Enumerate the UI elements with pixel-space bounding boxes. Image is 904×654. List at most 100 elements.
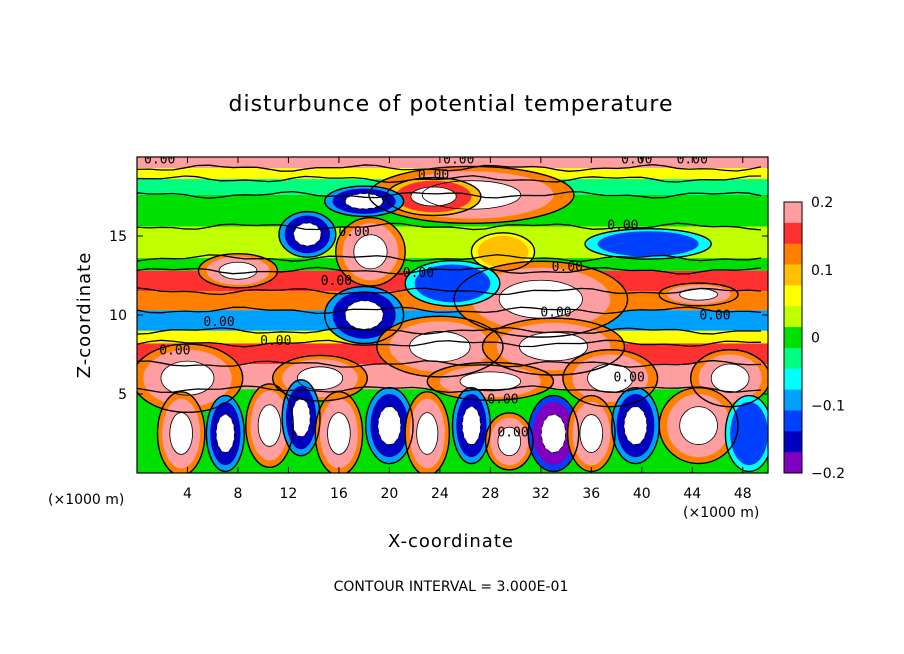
contour-line-0 xyxy=(368,165,575,225)
x-tick-label-10: 44 xyxy=(683,486,701,502)
contour-line-inner-7 xyxy=(218,261,258,280)
y-tick-label-2: 15 xyxy=(109,229,127,245)
contour-line-22 xyxy=(281,379,321,457)
contour-line-16 xyxy=(426,361,555,402)
x-axis-ticks: 4 8 12 16 20 24 28 32 36 40 44 48 xyxy=(183,157,752,502)
contour-label-13: 0.00 xyxy=(260,334,291,349)
colorbar-swatch-4 xyxy=(784,285,802,307)
contour-line-inner-24 xyxy=(377,406,402,445)
contour-label-6: 0.00 xyxy=(338,225,369,240)
heatmap-band-0 xyxy=(137,157,768,169)
contour-line-inner-21 xyxy=(257,404,282,447)
contour-line-inner-28 xyxy=(540,414,566,453)
contour-line-32 xyxy=(724,394,768,473)
heatmap-feature-core-13 xyxy=(519,332,588,361)
heatmap-feature-core-31 xyxy=(679,406,718,445)
contour-line-inner-22 xyxy=(291,398,311,438)
contour-line-4 xyxy=(335,216,406,287)
colorbar-frame xyxy=(783,201,803,474)
x-tick-label-3: 16 xyxy=(330,486,348,502)
contour-band-line-10 xyxy=(137,339,762,348)
contour-line-inner-31 xyxy=(679,406,718,445)
heatmap-feature-9 xyxy=(414,264,491,303)
contour-line-inner-16 xyxy=(459,371,522,392)
y-tick-label-0: 5 xyxy=(118,387,127,403)
colorbar-ticks: 0.2 0.1 0 −0.1 −0.2 xyxy=(811,195,845,482)
contour-band-line-1 xyxy=(137,164,762,172)
heatmap-feature-core-30 xyxy=(624,406,647,445)
contour-label-3: 0.00 xyxy=(621,152,652,167)
heatmap-feature-core-21 xyxy=(258,404,281,447)
contour-band-line-3 xyxy=(137,190,762,199)
contour-line-17 xyxy=(562,349,659,408)
contour-label-9: 0.00 xyxy=(552,260,583,275)
contour-line-14 xyxy=(137,343,244,414)
contour-line-12 xyxy=(376,315,504,378)
colorbar-swatch-1 xyxy=(784,222,802,245)
x-tick-label-11: 48 xyxy=(734,486,752,502)
heatmap-feature-core-12 xyxy=(409,331,471,362)
x-tick-label-0: 4 xyxy=(183,486,192,502)
contour-band-line-12 xyxy=(137,385,762,394)
colorbar-swatch-2 xyxy=(784,243,802,266)
contour-line-inner-15 xyxy=(296,366,344,390)
contour-line-27 xyxy=(484,412,534,471)
contour-label-2: 0.00 xyxy=(418,168,449,183)
contour-line-inner-29 xyxy=(579,414,604,453)
contour-interval-note: CONTOUR INTERVAL = 3.000E-01 xyxy=(334,579,569,595)
heatmap-feature-core-29 xyxy=(579,414,603,453)
colorbar-swatch-8 xyxy=(784,368,802,391)
contour-label-15: 0.00 xyxy=(487,392,518,407)
contour-line-15 xyxy=(271,354,369,402)
heatmap-feature-core-22 xyxy=(291,398,311,437)
x-tick-label-8: 36 xyxy=(582,486,600,502)
contour-band-line-9 xyxy=(137,326,762,335)
contour-line-inner-26 xyxy=(461,406,481,445)
heatmap-feature-5 xyxy=(477,236,529,268)
contour-line-inner-4 xyxy=(353,234,388,270)
contour-line-inner-27 xyxy=(497,426,522,457)
contour-line-6 xyxy=(584,228,712,260)
contour-band-line-2 xyxy=(137,175,762,184)
contour-label-1: 0.00 xyxy=(443,152,474,167)
x-tick-label-7: 32 xyxy=(532,486,550,502)
contour-label-12: 0.00 xyxy=(699,309,730,324)
contour-line-inner-23 xyxy=(327,412,351,455)
contour-line-inner-11 xyxy=(344,300,384,330)
y-axis-label: Z-coordinate xyxy=(74,252,95,379)
contour-label-10: 0.00 xyxy=(203,315,234,330)
x-axis-label: X-coordinate xyxy=(388,531,514,552)
colorbar-tick-label-3: −0.1 xyxy=(811,398,845,414)
contour-label-11: 0.00 xyxy=(540,306,571,321)
contour-label-5: 0.00 xyxy=(607,219,638,234)
colorbar-tick-label-4: −0.2 xyxy=(811,466,845,482)
heatmap-feature-core-7 xyxy=(219,262,257,280)
heatmap-feature-core-23 xyxy=(327,412,351,455)
colorbar-swatch-9 xyxy=(784,389,802,411)
contour-line-25 xyxy=(404,391,451,473)
contour-line-10 xyxy=(658,282,739,307)
heatmap-feature-core-4 xyxy=(353,234,388,269)
colorbar-tick-label-0: 0.2 xyxy=(811,195,833,211)
contour-label-0: 0.00 xyxy=(144,152,175,167)
colorbar-swatch-3 xyxy=(784,264,802,286)
heatmap-feature-core-26 xyxy=(462,406,481,445)
heatmap-feature-core-1 xyxy=(410,187,457,206)
contour-band-line-5 xyxy=(137,254,762,263)
contour-line-inner-20 xyxy=(215,414,235,453)
chart-title: disturbunce of potential temperature xyxy=(229,92,674,117)
colorbar-swatch-5 xyxy=(784,306,802,328)
heatmap-feature-6 xyxy=(597,231,699,257)
y-tick-label-1: 10 xyxy=(109,308,127,324)
contour-band-line-8 xyxy=(137,306,762,315)
contour-line-9 xyxy=(404,259,501,307)
heatmap-feature-core-27 xyxy=(497,427,521,456)
colorbar-swatch-11 xyxy=(784,431,802,453)
contour-line-20 xyxy=(205,394,245,473)
contour-line-inner-25 xyxy=(416,412,439,455)
contour-lines xyxy=(137,164,768,473)
contour-line-13 xyxy=(481,317,626,376)
x-tick-label-5: 24 xyxy=(431,486,449,502)
colorbar-tick-label-2: 0 xyxy=(811,331,820,347)
